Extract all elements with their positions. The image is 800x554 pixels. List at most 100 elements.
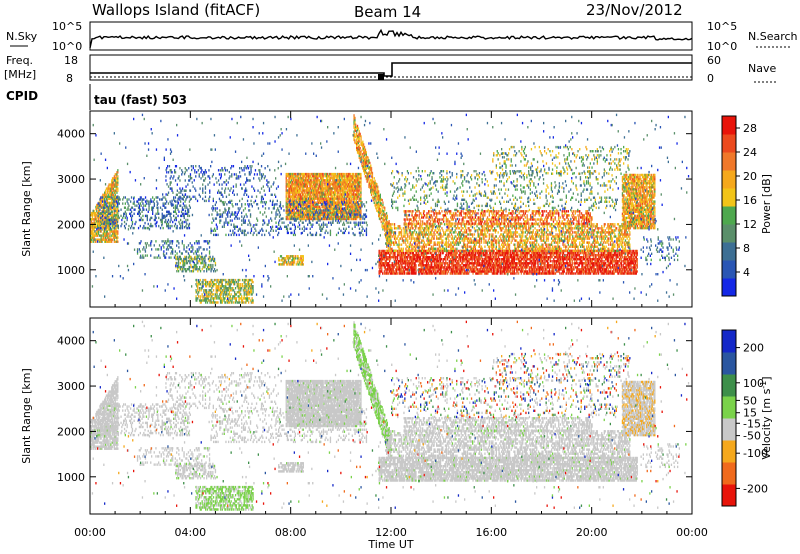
power-cell <box>233 190 234 192</box>
power-cell <box>151 200 152 202</box>
power-cell <box>191 250 192 252</box>
power-cell <box>176 252 177 254</box>
power-cell <box>236 183 237 185</box>
power-cell <box>180 225 181 227</box>
power-cell <box>125 207 126 209</box>
power-cell <box>113 223 114 225</box>
power-cell <box>132 221 133 223</box>
power-cell <box>175 223 176 225</box>
power-cell <box>206 248 207 250</box>
power-cell <box>150 223 151 225</box>
power-cell <box>128 225 129 227</box>
power-cell <box>190 173 191 175</box>
noise-left-tick-top: 10^5 <box>52 20 82 33</box>
power-cell <box>173 196 174 198</box>
power-cell <box>152 225 153 227</box>
frequency-change-marker <box>378 74 384 80</box>
power-cell <box>274 169 275 171</box>
power-cell <box>192 246 193 248</box>
power-cell <box>109 232 110 234</box>
power-cell <box>137 250 138 252</box>
power-cell <box>231 165 232 167</box>
power-cell <box>112 211 113 213</box>
power-cell <box>170 183 171 185</box>
power-cell <box>183 213 184 215</box>
power-cell <box>92 214 93 216</box>
power-cell <box>185 219 186 221</box>
beam-label: Beam 14 <box>354 3 421 21</box>
power-cell <box>177 256 178 258</box>
power-cell <box>119 202 120 204</box>
power-cell <box>183 209 184 211</box>
power-cell <box>275 196 276 198</box>
power-cell <box>216 181 217 183</box>
power-cell <box>171 187 172 189</box>
date-label: 23/Nov/2012 <box>586 1 683 19</box>
power-cell <box>162 209 163 211</box>
power-cell <box>189 248 190 250</box>
power-cell <box>98 215 99 217</box>
power-cell <box>106 198 107 200</box>
power-cell <box>143 209 144 211</box>
power-cell <box>127 202 128 204</box>
power-cell <box>210 165 211 167</box>
power-cell <box>175 179 176 181</box>
power-cell <box>191 198 192 200</box>
power-cell <box>197 248 198 250</box>
power-cell <box>117 230 118 232</box>
power-cell <box>168 223 169 225</box>
power-cell <box>120 198 121 200</box>
power-cell <box>147 215 148 217</box>
power-cell <box>262 196 263 198</box>
power-cell <box>157 196 158 198</box>
power-cell <box>219 173 220 175</box>
power-cell <box>150 254 151 256</box>
power-cell <box>194 242 195 244</box>
power-cell <box>192 181 193 183</box>
power-cell <box>176 262 177 264</box>
power-cell <box>202 173 203 175</box>
power-cell <box>188 244 189 246</box>
power-cell <box>107 215 108 217</box>
power-cell <box>233 165 234 167</box>
radar-summary-plot: Wallops Island (fitACF) Beam 14 23/Nov/2… <box>0 0 800 554</box>
power-cell <box>106 205 107 207</box>
power-cell <box>234 173 235 175</box>
power-cell <box>208 198 209 200</box>
power-cell <box>158 225 159 227</box>
power-cell <box>117 169 118 171</box>
power-cell <box>201 169 202 171</box>
power-cell <box>242 198 243 200</box>
power-cell <box>121 219 122 221</box>
power-cell <box>248 167 249 169</box>
power-cell <box>171 225 172 227</box>
power-cell <box>154 202 155 204</box>
power-cell <box>165 198 166 200</box>
power-cell <box>264 190 265 192</box>
power-cell <box>165 256 166 258</box>
power-cell <box>171 181 172 183</box>
power-cell <box>117 190 118 192</box>
power-cell <box>138 227 139 229</box>
power-cell <box>231 200 232 202</box>
power-cell <box>162 219 163 221</box>
power-cell <box>204 173 205 175</box>
power-cell <box>145 227 146 229</box>
power-cell <box>200 246 201 248</box>
power-cell <box>263 173 264 175</box>
power-cell <box>134 213 135 215</box>
power-cell <box>221 173 222 175</box>
power-cell <box>106 211 107 213</box>
power-cell <box>181 266 182 268</box>
power-cell <box>265 194 266 196</box>
power-cell <box>123 196 124 198</box>
power-cell <box>106 209 107 211</box>
power-cell <box>180 219 181 221</box>
power-cell <box>238 175 239 177</box>
power-cell <box>181 173 182 175</box>
power-cell <box>163 246 164 248</box>
freq-left-tick-bottom: 8 <box>66 72 73 85</box>
power-cell <box>227 169 228 171</box>
power-cell <box>176 165 177 167</box>
power-cell <box>158 254 159 256</box>
